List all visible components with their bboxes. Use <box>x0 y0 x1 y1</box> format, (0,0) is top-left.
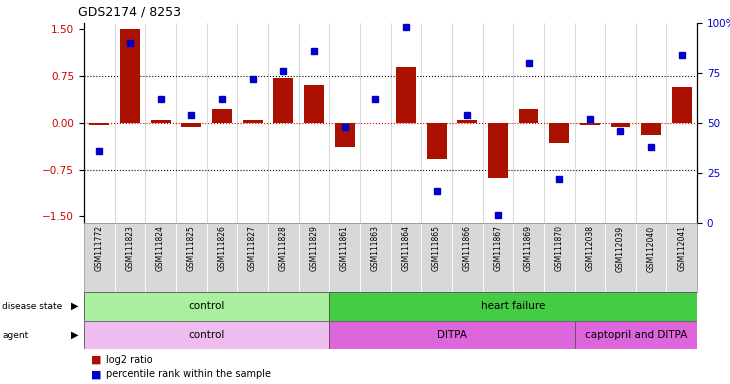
Text: control: control <box>188 330 225 340</box>
Text: disease state: disease state <box>2 302 63 311</box>
Text: captopril and DITPA: captopril and DITPA <box>585 330 687 340</box>
Bar <box>242 121 263 123</box>
Text: ▶: ▶ <box>72 330 79 340</box>
Text: GSM111870: GSM111870 <box>555 225 564 271</box>
Text: GSM111823: GSM111823 <box>126 225 134 271</box>
Bar <box>304 86 324 123</box>
Text: ■: ■ <box>91 355 101 365</box>
Bar <box>150 120 171 123</box>
Text: GSM111867: GSM111867 <box>493 225 502 271</box>
Bar <box>575 321 697 349</box>
Bar <box>329 321 575 349</box>
Bar <box>181 123 201 127</box>
Bar <box>610 123 631 127</box>
Text: ■: ■ <box>91 369 101 379</box>
Text: GSM111865: GSM111865 <box>432 225 441 271</box>
Text: percentile rank within the sample: percentile rank within the sample <box>106 369 271 379</box>
Bar <box>334 123 355 147</box>
Text: ▶: ▶ <box>72 301 79 311</box>
Text: GDS2174 / 8253: GDS2174 / 8253 <box>78 5 181 18</box>
Text: GSM111863: GSM111863 <box>371 225 380 271</box>
Bar <box>84 321 329 349</box>
Bar <box>457 121 477 123</box>
Text: GSM111824: GSM111824 <box>156 225 165 271</box>
Bar <box>396 67 416 123</box>
Text: DITPA: DITPA <box>437 330 467 340</box>
Bar <box>549 123 569 144</box>
Bar <box>488 123 508 178</box>
Text: GSM111772: GSM111772 <box>95 225 104 271</box>
Bar <box>641 123 661 136</box>
Text: heart failure: heart failure <box>481 301 545 311</box>
Bar <box>273 78 293 123</box>
Bar <box>580 123 600 125</box>
Text: GSM111869: GSM111869 <box>524 225 533 271</box>
Text: GSM111861: GSM111861 <box>340 225 349 271</box>
Text: log2 ratio: log2 ratio <box>106 355 153 365</box>
Text: agent: agent <box>2 331 28 339</box>
Text: GSM112039: GSM112039 <box>616 225 625 271</box>
Text: GSM111864: GSM111864 <box>402 225 410 271</box>
Bar <box>672 87 692 123</box>
Bar <box>120 29 140 123</box>
Text: GSM111866: GSM111866 <box>463 225 472 271</box>
Bar <box>212 109 232 123</box>
Bar <box>518 109 539 123</box>
Text: GSM111826: GSM111826 <box>218 225 226 271</box>
Bar <box>89 123 110 125</box>
Text: GSM112038: GSM112038 <box>585 225 594 271</box>
Text: GSM111828: GSM111828 <box>279 225 288 271</box>
Bar <box>329 292 697 321</box>
Text: GSM111827: GSM111827 <box>248 225 257 271</box>
Text: GSM111825: GSM111825 <box>187 225 196 271</box>
Text: control: control <box>188 301 225 311</box>
Bar <box>84 292 329 321</box>
Text: GSM112041: GSM112041 <box>677 225 686 271</box>
Text: GSM111829: GSM111829 <box>310 225 318 271</box>
Bar <box>426 123 447 159</box>
Text: GSM112040: GSM112040 <box>647 225 656 271</box>
